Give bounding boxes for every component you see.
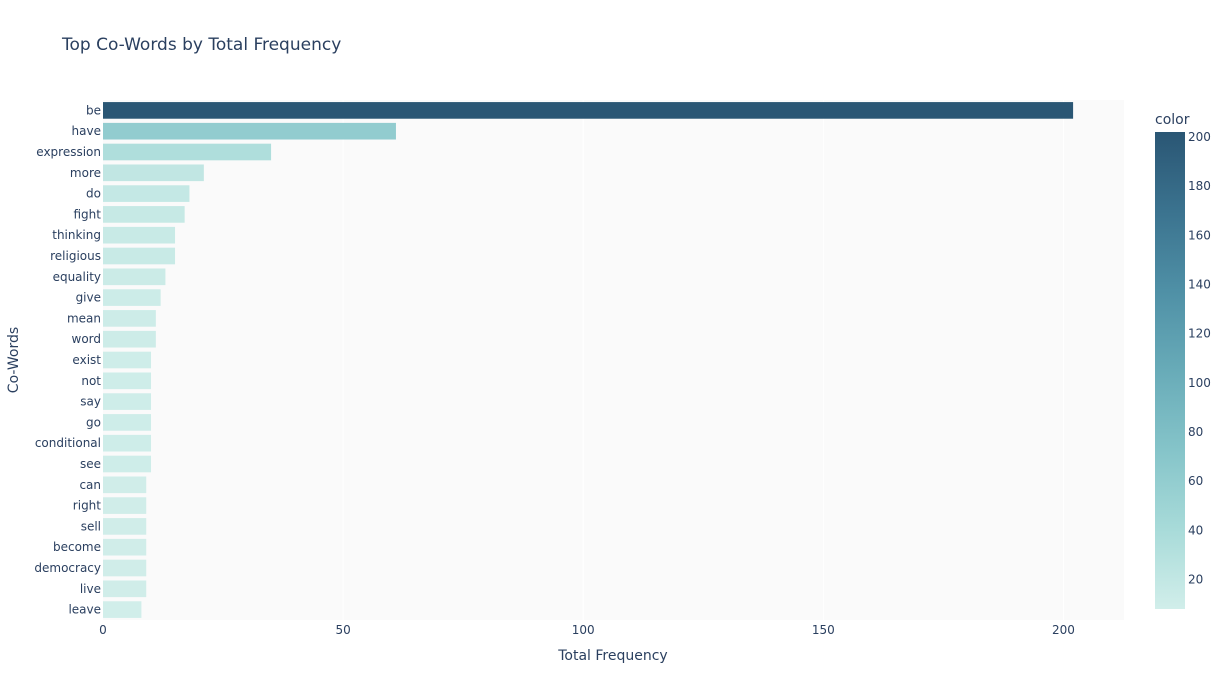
x-tick-labels: 0 50 100 150 200 bbox=[99, 623, 1075, 637]
y-tick-label: democracy bbox=[34, 561, 101, 575]
bar-live bbox=[103, 580, 147, 598]
y-tick-label: give bbox=[76, 291, 101, 305]
bar-conditional bbox=[103, 434, 152, 452]
bar-have bbox=[103, 122, 396, 140]
bar-word bbox=[103, 330, 156, 348]
colorbar-ticks: 20 40 60 80 100 120 140 160 180 200 bbox=[1188, 130, 1211, 587]
colorbar-tick-label: 140 bbox=[1188, 277, 1211, 291]
bar-not bbox=[103, 372, 152, 390]
colorbar-title: color bbox=[1155, 112, 1190, 128]
bar-sell bbox=[103, 518, 147, 535]
bar-can bbox=[103, 476, 147, 494]
x-tick-label: 150 bbox=[812, 623, 835, 637]
y-tick-label: sell bbox=[81, 519, 101, 533]
bar-democracy bbox=[103, 559, 147, 577]
bar-thinking bbox=[103, 226, 176, 244]
y-tick-label: be bbox=[86, 103, 101, 117]
y-tick-label: become bbox=[53, 540, 101, 554]
x-tick-label: 0 bbox=[99, 623, 107, 637]
bar-give bbox=[103, 289, 161, 306]
colorbar-tick-label: 160 bbox=[1188, 228, 1211, 242]
bar-do bbox=[103, 185, 190, 202]
colorbar-tick-label: 80 bbox=[1188, 425, 1203, 439]
bar-mean bbox=[103, 310, 156, 327]
colorbar-tick-label: 100 bbox=[1188, 376, 1211, 390]
y-tick-label: can bbox=[79, 478, 101, 492]
x-axis-title: Total Frequency bbox=[557, 648, 667, 664]
bar-exist bbox=[103, 351, 152, 369]
y-tick-label: right bbox=[73, 499, 101, 513]
bar-see bbox=[103, 455, 152, 473]
colorbar-tick-label: 120 bbox=[1188, 327, 1211, 341]
y-tick-label: see bbox=[80, 457, 101, 471]
colorbar-tick-label: 200 bbox=[1188, 130, 1211, 144]
plot-area bbox=[103, 100, 1124, 620]
y-tick-label: not bbox=[81, 374, 101, 388]
y-tick-label: conditional bbox=[35, 436, 101, 450]
y-tick-label: exist bbox=[72, 353, 101, 367]
bar-become bbox=[103, 538, 147, 556]
colorbar-tick-label: 180 bbox=[1188, 179, 1211, 193]
y-tick-labels: be have expression more do fight thinking relig… bbox=[34, 103, 101, 616]
y-tick-label: go bbox=[86, 415, 101, 429]
colorbar-tick-label: 20 bbox=[1188, 572, 1203, 586]
bar-right bbox=[103, 497, 147, 514]
y-tick-label: more bbox=[70, 166, 101, 180]
x-tick-label: 200 bbox=[1052, 623, 1075, 637]
y-axis-title: Co-Words bbox=[6, 327, 22, 393]
chart-title: Top Co-Words by Total Frequency bbox=[61, 35, 341, 55]
bar-expression bbox=[103, 143, 272, 161]
colorbar-tick-label: 40 bbox=[1188, 523, 1203, 537]
y-tick-label: live bbox=[80, 582, 101, 596]
gridlines bbox=[342, 100, 1064, 620]
bar-more bbox=[103, 164, 204, 182]
bars bbox=[103, 102, 1074, 618]
colorbar-tick-label: 60 bbox=[1188, 474, 1203, 488]
bar-be bbox=[103, 102, 1074, 119]
bar-say bbox=[103, 393, 152, 410]
y-tick-label: fight bbox=[74, 207, 102, 221]
y-tick-label: mean bbox=[67, 311, 101, 325]
y-tick-label: expression bbox=[36, 145, 101, 159]
y-tick-label: religious bbox=[50, 249, 101, 263]
bar-equality bbox=[103, 268, 166, 286]
y-tick-label: say bbox=[80, 395, 101, 409]
y-tick-label: do bbox=[86, 187, 101, 201]
y-tick-label: equality bbox=[53, 270, 101, 284]
colorbar: color 20 40 60 80 100 120 140 160 180 200 bbox=[1155, 112, 1211, 609]
y-tick-label: leave bbox=[68, 603, 101, 617]
bar-go bbox=[103, 414, 152, 431]
bar-leave bbox=[103, 601, 142, 618]
x-tick-label: 100 bbox=[572, 623, 595, 637]
bar-religious bbox=[103, 247, 176, 265]
bar-fight bbox=[103, 206, 185, 223]
y-tick-label: have bbox=[72, 124, 101, 138]
y-tick-label: word bbox=[72, 332, 102, 346]
y-tick-label: thinking bbox=[52, 228, 101, 242]
x-tick-label: 50 bbox=[335, 623, 350, 637]
colorbar-gradient bbox=[1155, 132, 1185, 609]
